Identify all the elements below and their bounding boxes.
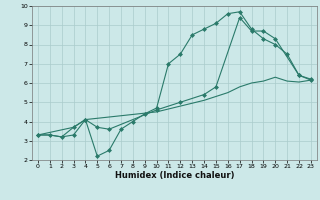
X-axis label: Humidex (Indice chaleur): Humidex (Indice chaleur) [115,171,234,180]
